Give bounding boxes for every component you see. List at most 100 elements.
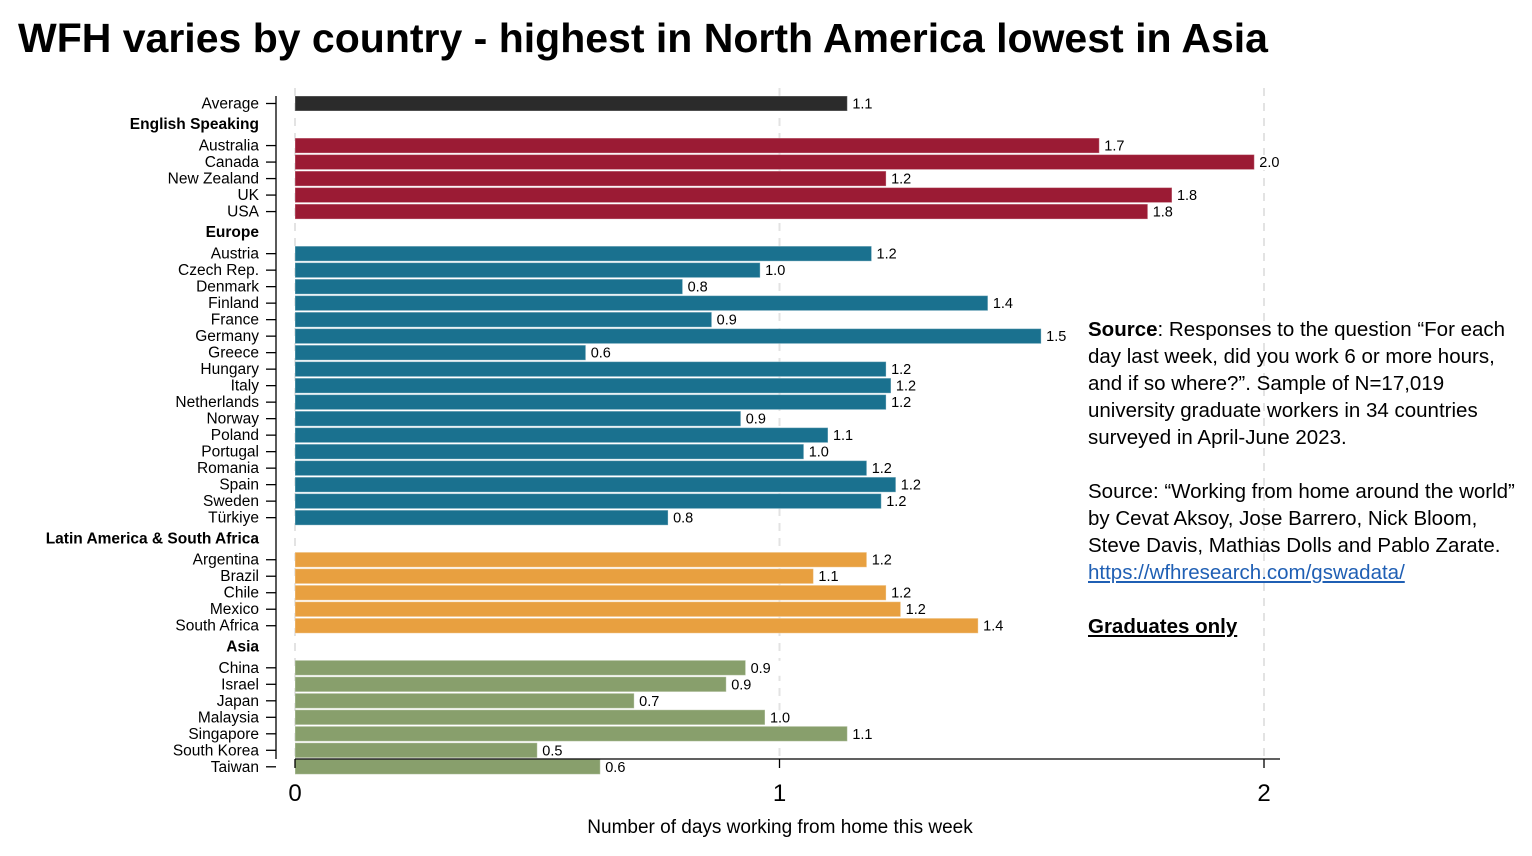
bar-poland [294, 427, 829, 444]
value-label-france: 0.9 [717, 313, 737, 329]
value-label-romania: 1.2 [872, 461, 892, 477]
value-label-bg [540, 743, 573, 759]
category-label-netherlands: Netherlands [175, 394, 259, 411]
value-label-israel: 0.9 [731, 677, 751, 693]
value-label-netherlands: 1.2 [891, 395, 911, 411]
value-label-denmark: 0.8 [688, 280, 708, 296]
bar-hungary [294, 361, 887, 378]
value-label-average: 1.1 [852, 97, 872, 113]
value-label-bg [816, 569, 849, 585]
value-label-bg [588, 345, 621, 361]
value-label-czech-rep: 1.0 [765, 263, 785, 279]
value-label-bg [889, 585, 922, 601]
bar-canada [294, 154, 1255, 171]
value-label-norway: 0.9 [746, 412, 766, 428]
bar-australia [294, 137, 1100, 154]
value-label-bg [884, 494, 917, 510]
group-header-latin-america-south-africa: Latin America & South Africa [46, 530, 260, 547]
value-label-brazil: 1.1 [818, 569, 838, 585]
bar-czech-rep [294, 262, 761, 279]
axis-layer: 0 1 2 [266, 96, 1280, 807]
page-title: WFH varies by country - highest in North… [18, 15, 1268, 61]
category-label-poland: Poland [211, 427, 259, 444]
value-label-bg [903, 602, 936, 618]
value-label-austria: 1.2 [877, 247, 897, 263]
bar-portugal [294, 443, 805, 460]
category-label-hungary: Hungary [200, 361, 259, 378]
category-label-taiwan: Taiwan [211, 759, 259, 776]
value-label-bg [889, 362, 922, 378]
value-label-finland: 1.4 [993, 296, 1013, 312]
value-label-greece: 0.6 [591, 346, 611, 362]
group-header-english-speaking: English Speaking [130, 116, 259, 133]
x-axis-title: Number of days working from home this we… [587, 817, 973, 838]
bar-spain [294, 476, 897, 493]
value-label-south-africa: 1.4 [983, 619, 1003, 635]
value-label-bg [1102, 138, 1135, 154]
bar-malaysia [294, 709, 766, 726]
bar-south-korea [294, 742, 538, 759]
value-label-bg [898, 477, 931, 493]
value-label-bg [893, 378, 926, 394]
x-tick-label-2: 2 [1257, 780, 1270, 807]
category-label-sweden: Sweden [203, 493, 259, 510]
bar-layer [294, 95, 1255, 775]
value-label-uk: 1.8 [1177, 188, 1197, 204]
bar-netherlands [294, 394, 887, 411]
value-label-spain: 1.2 [901, 478, 921, 494]
bar-turkiye [294, 509, 669, 526]
category-label-argentina: Argentina [193, 552, 260, 569]
source-description: Source: Responses to the question “For e… [1088, 316, 1518, 451]
category-label-china: China [219, 660, 260, 677]
category-label-spain: Spain [219, 477, 259, 494]
value-label-bg [1150, 204, 1183, 220]
value-label-bg [603, 759, 636, 775]
value-label-bg [637, 693, 670, 709]
category-label-average: Average [202, 96, 259, 113]
category-label-brazil: Brazil [220, 568, 259, 585]
bar-sweden [294, 493, 882, 510]
source-note: Source: Responses to the question “For e… [1088, 316, 1518, 640]
bar-italy [294, 377, 892, 394]
category-label-usa: USA [227, 204, 260, 221]
value-label-canada: 2.0 [1259, 155, 1279, 171]
category-label-uk: UK [237, 187, 259, 204]
value-label-bg [869, 461, 902, 477]
group-header-europe: Europe [206, 224, 260, 241]
data-link[interactable]: https://wfhresearch.com/gswadata/ [1088, 561, 1405, 584]
bar-south-africa [294, 617, 979, 634]
value-label-china: 0.9 [751, 661, 771, 677]
value-label-bg [714, 312, 747, 328]
category-label-japan: Japan [217, 693, 259, 710]
bar-france [294, 311, 713, 328]
category-label-czech-rep: Czech Rep. [178, 262, 259, 279]
category-label-denmark: Denmark [196, 279, 259, 296]
value-label-japan: 0.7 [639, 694, 659, 710]
bar-brazil [294, 568, 814, 585]
bar-average [294, 95, 848, 112]
value-label-bg [806, 444, 839, 460]
bar-chile [294, 584, 887, 601]
value-label-bg [981, 618, 1014, 634]
graduates-only-label: Graduates only [1088, 615, 1238, 638]
value-label-bg [1174, 188, 1207, 204]
bar-japan [294, 692, 635, 709]
citation-text: Source: “Working from home around the wo… [1088, 480, 1515, 557]
category-label-austria: Austria [211, 246, 260, 263]
value-label-australia: 1.7 [1104, 139, 1124, 155]
category-label-portugal: Portugal [201, 444, 259, 461]
value-label-bg [685, 279, 718, 295]
category-label-norway: Norway [206, 411, 259, 428]
group-header-asia: Asia [226, 638, 259, 655]
category-label-israel: Israel [221, 676, 259, 693]
bar-norway [294, 410, 742, 427]
value-label-argentina: 1.2 [872, 553, 892, 569]
value-label-bg [748, 660, 781, 676]
value-label-bg [850, 96, 883, 112]
category-label-italy: Italy [231, 378, 260, 395]
value-label-bg [1044, 329, 1077, 345]
category-label-finland: Finland [208, 295, 259, 312]
category-label-turkiye: Türkiye [208, 510, 259, 527]
category-label-greece: Greece [208, 345, 259, 362]
